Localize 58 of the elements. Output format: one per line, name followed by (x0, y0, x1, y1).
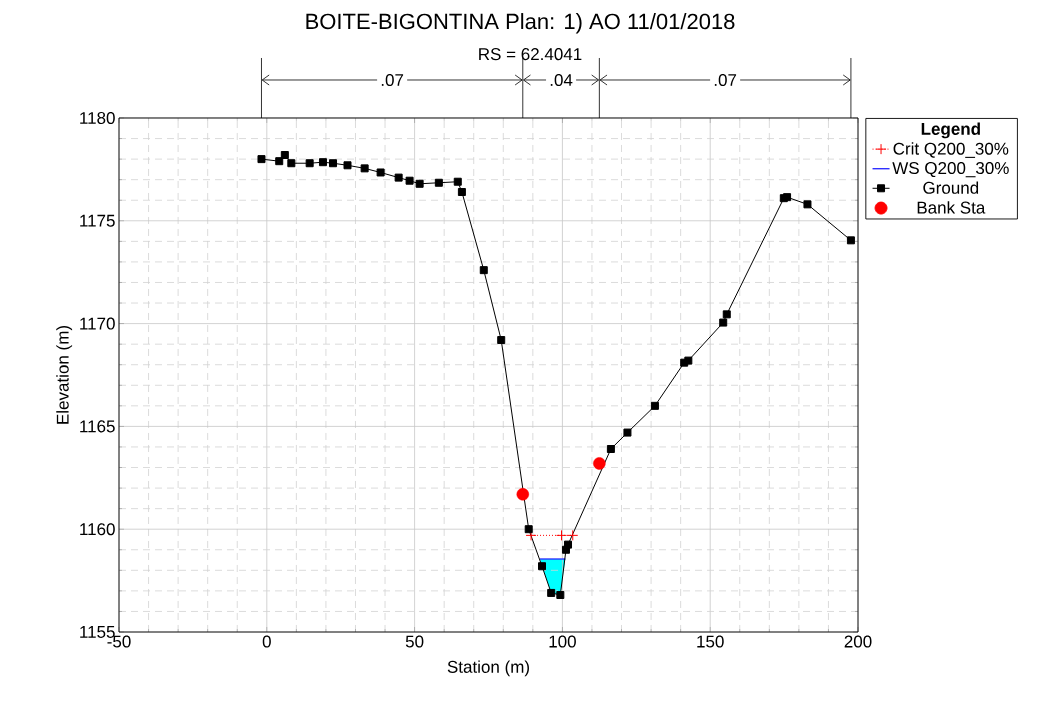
text: .07 (381, 73, 404, 87)
point (453, 177, 462, 186)
point (497, 336, 506, 345)
x-tick-label: 200 (844, 635, 872, 648)
chart-subtitle: RS = 62.4041 (479, 48, 582, 61)
chart-title: BOITE-BIGONTINA Plan: 1) AO 11/01/2018 (306, 13, 735, 34)
x-tick-label: 100 (549, 635, 576, 648)
point (376, 168, 385, 177)
x-axis-title: Station (m) (447, 660, 529, 677)
y-tick-label: 1180 (80, 111, 115, 125)
point (567, 529, 579, 541)
y-tick-label: 1170 (80, 317, 115, 330)
y-tick-label: 1175 (80, 214, 115, 227)
point (524, 525, 533, 534)
point (394, 173, 403, 182)
x-tick-label: 150 (697, 635, 724, 648)
point (275, 157, 284, 166)
x-tick-label: 0 (262, 635, 271, 648)
point (360, 164, 369, 173)
y-axis-title: Elevation (m) (56, 326, 73, 424)
legend-label: Crit Q200_30% (893, 142, 1009, 158)
point (329, 159, 338, 168)
point (405, 176, 414, 185)
legend-title: Legend (921, 122, 980, 139)
point (623, 428, 632, 437)
point (343, 161, 352, 170)
point (783, 193, 792, 202)
point (305, 159, 314, 168)
y-tick-label: 1160 (80, 523, 115, 536)
point (650, 401, 659, 410)
point (606, 445, 615, 454)
text: .07 (714, 73, 737, 87)
legend-label: WS Q200_30% (892, 162, 1009, 178)
point (722, 310, 731, 319)
legend-label: Bank Sta (917, 201, 986, 214)
point (593, 457, 606, 470)
point (719, 318, 728, 327)
point (846, 236, 855, 245)
point (556, 590, 565, 599)
point (516, 488, 529, 501)
point (457, 188, 466, 197)
point (564, 540, 573, 549)
y-tick-label: 1165 (80, 420, 115, 433)
point (280, 151, 289, 159)
point (257, 155, 266, 164)
point (434, 178, 443, 187)
x-tick-label: 50 (405, 635, 424, 648)
point (479, 266, 488, 275)
legend-label: Ground (923, 181, 979, 194)
point (684, 356, 693, 365)
point (318, 158, 327, 167)
point (556, 529, 568, 541)
point (803, 200, 812, 209)
point (287, 159, 296, 168)
point (547, 588, 556, 597)
point (538, 562, 547, 571)
text: .04 (550, 73, 573, 87)
point (415, 179, 424, 188)
